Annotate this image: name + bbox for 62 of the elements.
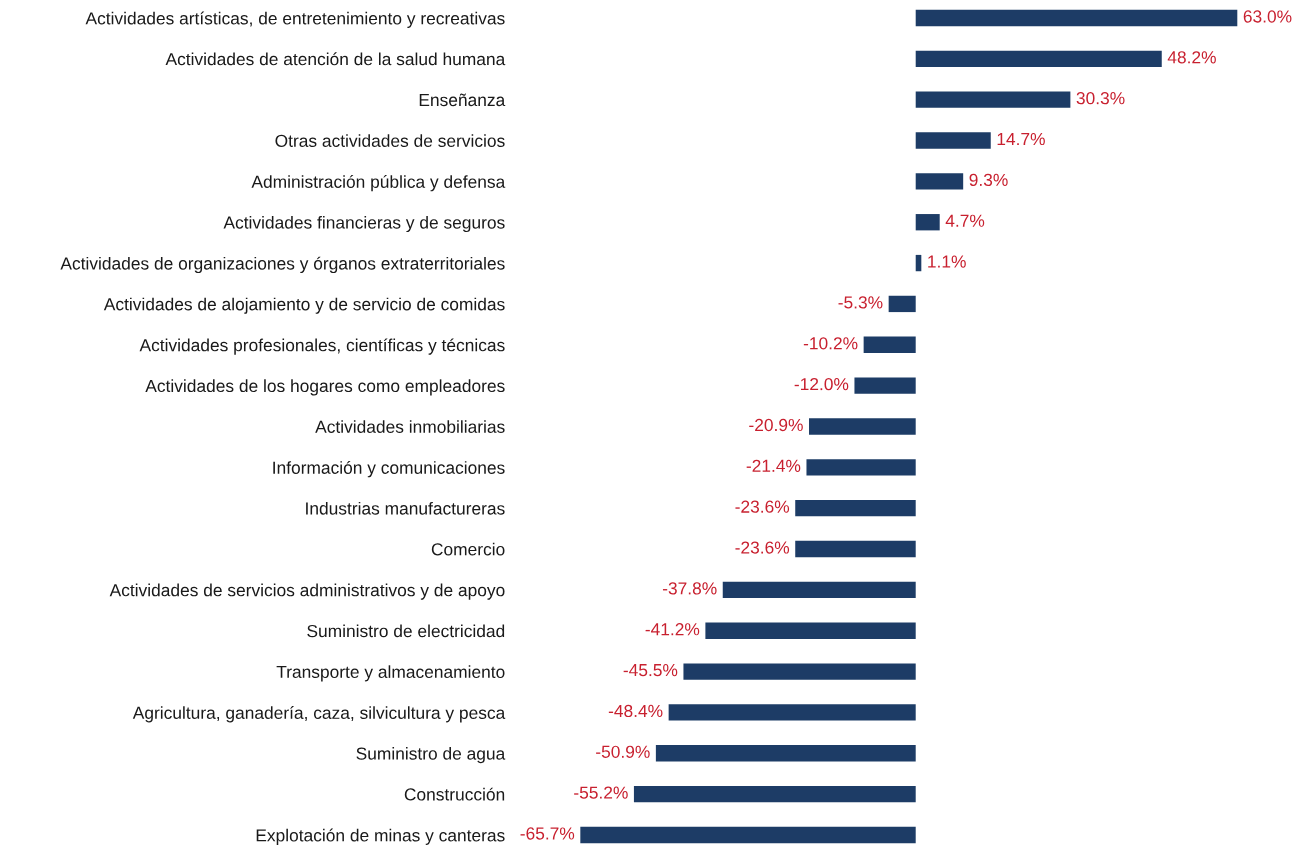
bar <box>655 745 916 762</box>
data-label: -45.5% <box>623 664 678 677</box>
bar <box>915 214 940 231</box>
bar <box>668 704 916 721</box>
bar <box>722 581 916 599</box>
bar <box>915 9 1238 27</box>
bar <box>809 418 916 435</box>
bar <box>915 132 991 149</box>
data-label: -23.6% <box>735 500 790 513</box>
y-tick-label: Actividades de organizaciones y órganos extraterritoriales <box>60 256 505 274</box>
y-tick-label: Actividades profesionales, científicas y técnicas <box>139 338 505 355</box>
bar <box>888 295 916 313</box>
y-tick-label: Actividades de servicios administrativos y de apoyo <box>109 583 505 600</box>
bar <box>683 663 916 680</box>
data-label: 9.3% <box>969 173 1008 187</box>
data-label: -5.3% <box>838 296 883 309</box>
bar <box>915 91 1071 108</box>
y-tick-label: Otras actividades de servicios <box>275 134 505 147</box>
data-label: -65.7% <box>520 827 575 840</box>
data-label: -12.0% <box>794 377 849 391</box>
y-tick-label: Actividades financieras y de seguros <box>223 215 505 233</box>
y-tick-label: Explotación de minas y canteras <box>256 828 505 845</box>
y-tick-label: Transporte y almacenamiento <box>276 665 505 682</box>
data-label: -41.2% <box>645 623 700 636</box>
data-label: -20.9% <box>749 418 803 432</box>
y-tick-label: Agricultura, ganadería, caza, silvicultura y pesca <box>132 706 506 723</box>
bar <box>580 826 916 844</box>
y-tick-label: Industrias manufactureras <box>306 501 505 515</box>
data-label: -10.2% <box>803 337 858 350</box>
bar <box>795 500 916 517</box>
y-tick-label: Comercio <box>431 542 505 556</box>
data-label: -21.4% <box>746 459 801 472</box>
data-label: 4.7% <box>945 214 985 227</box>
y-tick-label: Suministro de electricidad <box>307 624 505 638</box>
bar <box>795 540 916 558</box>
bar <box>705 622 916 639</box>
bar <box>806 459 916 476</box>
data-label: -55.2% <box>574 786 628 799</box>
data-label: 30.3% <box>1076 92 1125 105</box>
y-tick-label: Actividades de alojamiento y de servicio de comidas <box>103 297 505 314</box>
y-tick-label: Construcción <box>404 787 505 801</box>
bar <box>915 50 1162 67</box>
data-label: 48.2% <box>1167 51 1216 64</box>
bar <box>633 785 916 803</box>
y-tick-label: Información y comunicaciones <box>273 460 505 478</box>
data-label: -37.8% <box>662 582 717 595</box>
data-label: -23.6% <box>735 541 790 554</box>
data-label: 1.1% <box>928 255 966 268</box>
y-tick-label: Suministro de agua <box>356 746 506 764</box>
y-tick-label: Actividades de atención de la salud humana <box>165 52 506 66</box>
y-tick-label: Actividades de los hogares como empleadores <box>145 379 505 396</box>
y-tick-label: Enseñanza <box>419 93 506 107</box>
data-label: 63.0% <box>1243 10 1292 23</box>
data-label: -48.4% <box>608 704 663 718</box>
data-label: 14.7% <box>997 132 1045 146</box>
bar <box>854 377 916 394</box>
y-tick-label: Administración pública y defensa <box>251 174 506 192</box>
bar <box>915 173 964 190</box>
bar <box>863 336 916 353</box>
y-tick-label: Actividades inmobiliarias <box>315 420 505 433</box>
y-tick-label: Actividades artísticas, de entretenimiento y recreativas <box>85 11 505 28</box>
data-label: -50.9% <box>596 745 650 758</box>
